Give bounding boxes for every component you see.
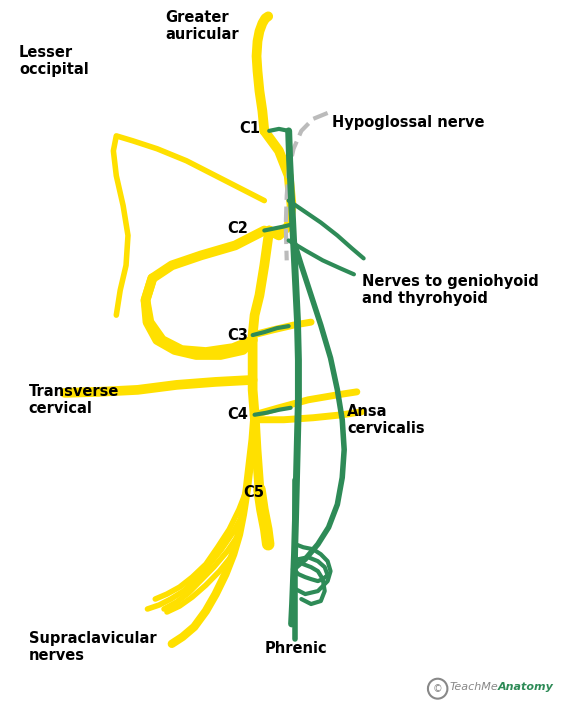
Text: TeachMe: TeachMe bbox=[449, 682, 498, 692]
Text: C4: C4 bbox=[228, 408, 248, 422]
Text: Anatomy: Anatomy bbox=[498, 682, 554, 692]
Text: Lesser
occipital: Lesser occipital bbox=[19, 45, 88, 77]
Text: Hypoglossal nerve: Hypoglossal nerve bbox=[332, 116, 485, 131]
Text: C5: C5 bbox=[243, 485, 264, 500]
Text: C1: C1 bbox=[239, 121, 260, 136]
Text: Transverse
cervical: Transverse cervical bbox=[29, 383, 119, 416]
Text: Nerves to geniohyoid
and thyrohyoid: Nerves to geniohyoid and thyrohyoid bbox=[361, 274, 538, 307]
Text: Ansa
cervicalis: Ansa cervicalis bbox=[347, 403, 425, 436]
Text: C2: C2 bbox=[228, 221, 248, 236]
Text: Greater
auricular: Greater auricular bbox=[165, 10, 239, 43]
Text: ©: © bbox=[433, 684, 442, 694]
Text: Phrenic: Phrenic bbox=[264, 641, 327, 656]
Text: Supraclavicular
nerves: Supraclavicular nerves bbox=[29, 630, 157, 663]
Text: C3: C3 bbox=[228, 327, 248, 343]
